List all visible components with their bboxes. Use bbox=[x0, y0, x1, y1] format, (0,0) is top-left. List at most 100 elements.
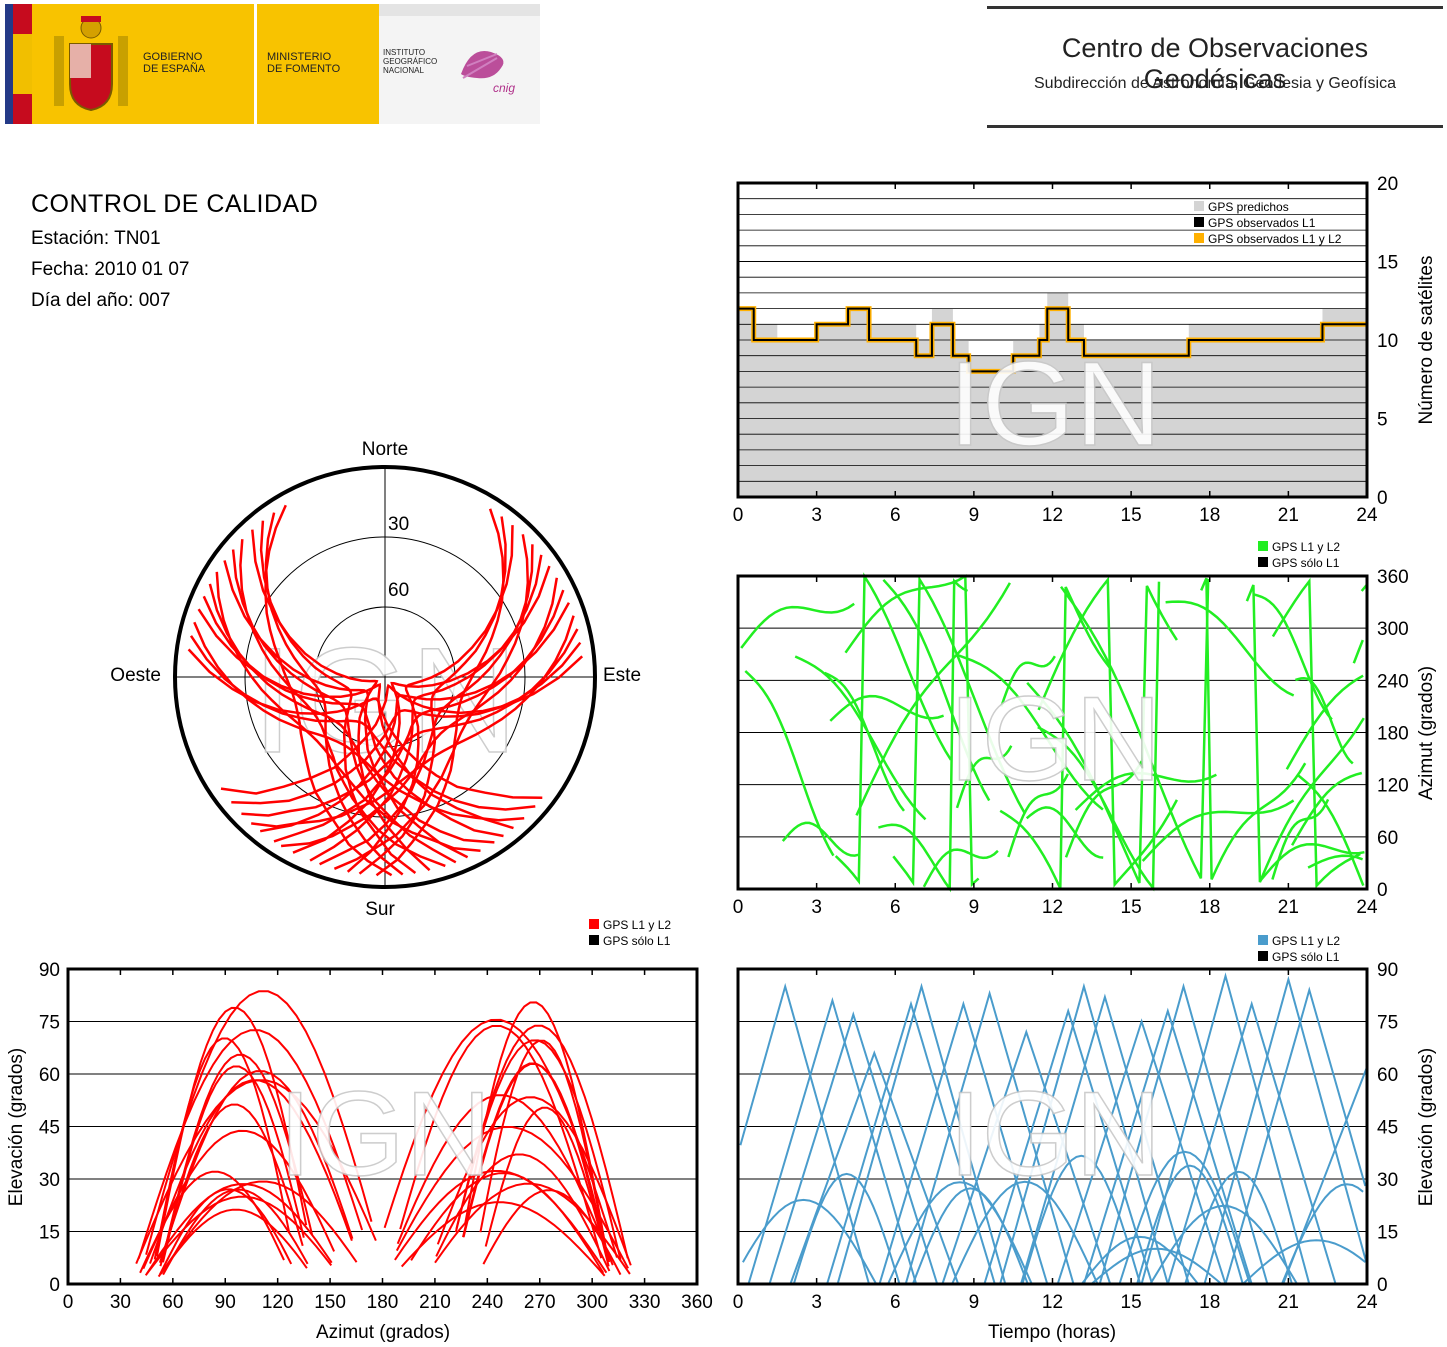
elevation-azimuth-track bbox=[484, 1106, 610, 1267]
elevation-azimuth-chart: IGN 0 30 60 90 120 150 180 210 240 270 300 330 360 0 15… bbox=[6, 918, 713, 1343]
instituto-line1: INSTITUTO bbox=[383, 48, 426, 57]
y-tick-label: 60 bbox=[39, 1065, 60, 1086]
elevation-time-track bbox=[1136, 1164, 1244, 1285]
y-tick-label: 45 bbox=[39, 1118, 60, 1139]
elevation-time-track bbox=[1203, 975, 1368, 1285]
elevation-azimuth-tracks bbox=[135, 990, 632, 1278]
legend-label: GPS sólo L1 bbox=[1272, 950, 1340, 964]
x-tick-label: 150 bbox=[314, 1292, 346, 1313]
gobierno-line2: DE ESPAÑA bbox=[143, 63, 206, 75]
azimuth-track bbox=[1352, 639, 1364, 664]
gobierno-text: GOBIERNO DE ESPAÑA bbox=[143, 51, 205, 75]
compass-north: Norte bbox=[362, 439, 408, 460]
elevation-azimuth-track bbox=[162, 1188, 309, 1276]
elevation-time-track bbox=[836, 982, 1007, 1285]
elevation-azimuth-track bbox=[153, 1037, 290, 1260]
y-tick-label: 0 bbox=[1377, 880, 1388, 901]
azimuth-track bbox=[882, 578, 991, 802]
azimuth-track bbox=[744, 670, 835, 857]
elevation-time-track bbox=[951, 1180, 1099, 1285]
elevation-time-track bbox=[1118, 1150, 1251, 1285]
x-tick-label: 0 bbox=[733, 505, 744, 526]
azimuth-track bbox=[1026, 585, 1178, 884]
x-tick-label: 3 bbox=[811, 1292, 822, 1313]
x-tick-label: 12 bbox=[1042, 897, 1063, 918]
x-tick-label: 240 bbox=[471, 1292, 503, 1313]
y-tick-label: 0 bbox=[49, 1275, 60, 1296]
azimuth-track bbox=[844, 574, 980, 888]
elevation-time-track bbox=[742, 1198, 878, 1285]
x-tick-label: 9 bbox=[969, 897, 980, 918]
elevation-time-track bbox=[1021, 1154, 1142, 1285]
x-tick-label: 60 bbox=[162, 1292, 183, 1313]
elevation-time-track bbox=[1080, 1235, 1199, 1285]
legend-label: GPS L1 y L2 bbox=[1272, 934, 1340, 948]
y-tick-label: 5 bbox=[1377, 410, 1388, 431]
azimuth-track bbox=[955, 745, 1013, 809]
elevation-azimuth-track bbox=[158, 1070, 354, 1264]
azimuth-track bbox=[1000, 655, 1056, 708]
elevation-azimuth-track bbox=[479, 1039, 609, 1260]
ministerio-line1: MINISTERIO bbox=[267, 51, 332, 63]
elevation-azimuth-track bbox=[436, 1096, 632, 1266]
satellite-track bbox=[187, 648, 543, 800]
coat-of-arms-icon bbox=[54, 16, 128, 112]
satellite-track bbox=[280, 577, 559, 848]
x-tick-label: 21 bbox=[1278, 1292, 1299, 1313]
elevation-time-track bbox=[941, 1028, 1112, 1285]
legend-label: GPS predichos bbox=[1208, 200, 1289, 214]
x-tick-label: 180 bbox=[367, 1292, 399, 1313]
x-tick-label: 3 bbox=[811, 505, 822, 526]
azimuth-track bbox=[1025, 806, 1104, 859]
y-tick-label: 180 bbox=[1377, 724, 1409, 745]
azimuth-track bbox=[740, 602, 855, 649]
y-tick-label: 360 bbox=[1377, 567, 1409, 588]
y-tick-label: 0 bbox=[1377, 488, 1388, 509]
elevation-time-track bbox=[1242, 1239, 1366, 1285]
elevation-time-track bbox=[826, 1000, 996, 1285]
x-tick-label: 270 bbox=[524, 1292, 556, 1313]
azimuth-track bbox=[1064, 760, 1143, 858]
report-title: CONTROL DE CALIDAD bbox=[31, 190, 319, 218]
x-tick-label: 360 bbox=[681, 1292, 713, 1313]
azimuth-track bbox=[1291, 771, 1363, 846]
elevation-time-track bbox=[1098, 982, 1269, 1285]
x-tick-label: 210 bbox=[419, 1292, 451, 1313]
legend-swatch bbox=[1194, 233, 1204, 243]
ign-watermark: IGN bbox=[278, 1067, 491, 1201]
azimuth-track bbox=[922, 848, 999, 888]
observed-line bbox=[738, 307, 1367, 373]
compass-east: Este bbox=[603, 665, 641, 686]
azimuth-track bbox=[1245, 584, 1365, 883]
x-tick-label: 6 bbox=[890, 1292, 901, 1313]
azimuth-track bbox=[1037, 576, 1178, 888]
ring-label-30: 30 bbox=[388, 514, 409, 535]
satellite-track bbox=[375, 508, 505, 877]
elevation-time-track bbox=[1280, 1183, 1364, 1285]
x-tick-label: 18 bbox=[1199, 897, 1220, 918]
azimuth-track bbox=[1295, 676, 1354, 765]
x-tick-label: 120 bbox=[262, 1292, 294, 1313]
azimuth-track bbox=[1271, 798, 1330, 880]
y-tick-label: 90 bbox=[39, 960, 60, 981]
elevation-time-track bbox=[1140, 972, 1311, 1285]
elevation-azimuth-track bbox=[161, 1053, 314, 1262]
ign-watermark: IGN bbox=[948, 1067, 1161, 1201]
elevation-time-track bbox=[1090, 1247, 1223, 1285]
elevation-azimuth-track bbox=[464, 1001, 609, 1256]
centro-title: Centro de Observaciones Geodésicas bbox=[1061, 33, 1369, 94]
y-tick-label: 75 bbox=[39, 1013, 60, 1034]
ministerio-panel: MINISTERIO DE FOMENTO bbox=[257, 4, 379, 124]
y-axis-label: Número de satélites bbox=[1416, 256, 1437, 425]
elevation-time-track bbox=[1056, 1018, 1227, 1285]
elevation-time-track bbox=[747, 996, 918, 1285]
x-tick-label: 9 bbox=[969, 1292, 980, 1313]
elevation-time-track bbox=[792, 1172, 901, 1285]
x-tick-label: 18 bbox=[1199, 505, 1220, 526]
elevation-azimuth-track bbox=[145, 1183, 333, 1275]
x-tick-label: 24 bbox=[1356, 897, 1378, 918]
elevation-time-tracks bbox=[739, 972, 1368, 1285]
legend-swatch bbox=[1194, 217, 1204, 227]
